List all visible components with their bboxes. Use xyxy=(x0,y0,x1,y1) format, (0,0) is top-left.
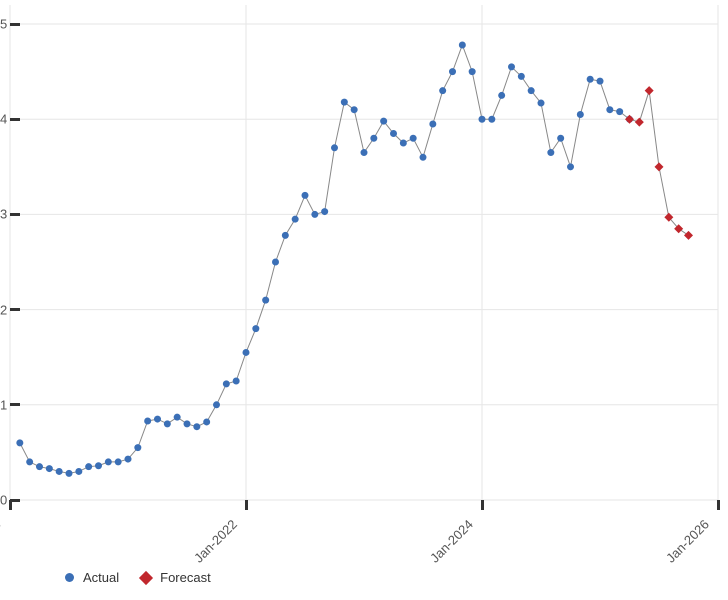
x-tick-mark xyxy=(245,500,248,510)
y-tick-mark xyxy=(10,403,20,406)
diamond-icon xyxy=(139,570,153,584)
x-tick-mark xyxy=(717,500,720,510)
y-tick-label: 4 xyxy=(0,112,7,127)
y-tick-mark xyxy=(10,308,20,311)
chart-legend: Actual Forecast xyxy=(65,570,211,585)
time-series-chart xyxy=(0,0,728,600)
legend-item-forecast: Forecast xyxy=(141,570,211,585)
legend-item-actual: Actual xyxy=(65,570,119,585)
x-tick-mark xyxy=(481,500,484,510)
x-tick-mark xyxy=(9,500,12,510)
legend-label: Actual xyxy=(83,570,119,585)
y-tick-mark xyxy=(10,23,20,26)
y-tick-label: 2 xyxy=(0,302,7,317)
y-tick-mark xyxy=(10,213,20,216)
y-tick-label: 0 xyxy=(0,493,7,508)
y-tick-mark xyxy=(10,499,20,502)
y-tick-label: 1 xyxy=(0,397,7,412)
circle-icon xyxy=(65,573,74,582)
legend-label: Forecast xyxy=(160,570,211,585)
y-tick-mark xyxy=(10,118,20,121)
y-tick-label: 5 xyxy=(0,17,7,32)
y-tick-label: 3 xyxy=(0,207,7,222)
